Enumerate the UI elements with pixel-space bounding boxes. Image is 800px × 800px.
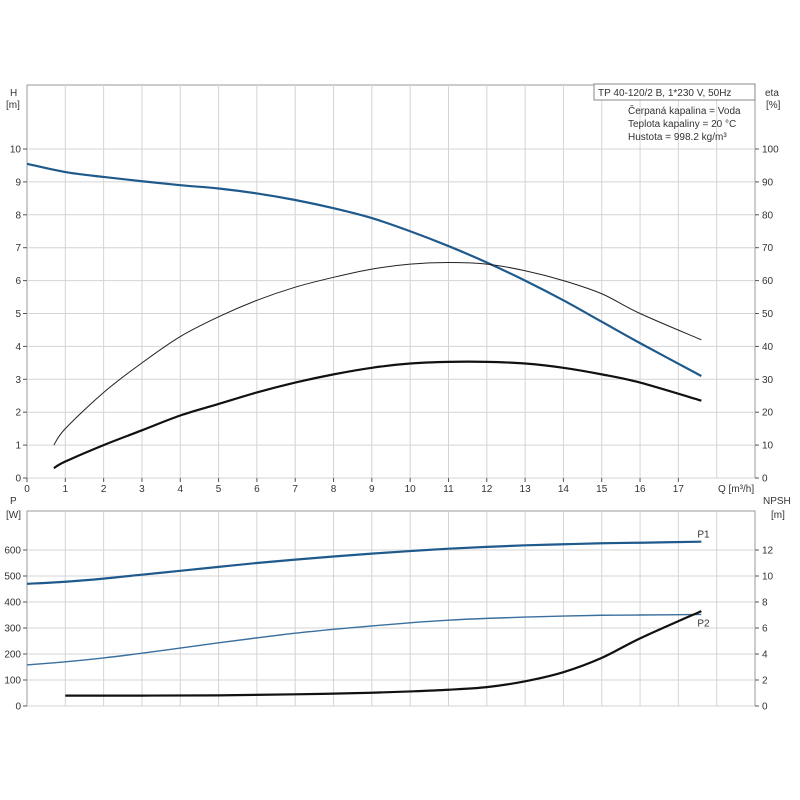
y-left-tick-label: 5 xyxy=(15,309,21,320)
y-left-tick-label: 6 xyxy=(15,276,21,287)
h-axis-label: H xyxy=(10,88,17,99)
y-left-tick-label: 400 xyxy=(4,598,21,609)
x-tick-label: 15 xyxy=(596,484,608,495)
y-right-tick-label: 2 xyxy=(762,676,768,687)
info-box: TP 40-120/2 B, 1*230 V, 50Hz Čerpaná kap… xyxy=(593,83,756,143)
y-left-tick-label: 8 xyxy=(15,210,21,221)
p-axis-unit: [W] xyxy=(6,510,21,521)
x-tick-label: 10 xyxy=(405,484,417,495)
series-p1 xyxy=(26,540,702,585)
x-tick-label: 5 xyxy=(216,484,222,495)
eta-axis-unit: [%] xyxy=(766,100,781,111)
x-tick-label: 8 xyxy=(331,484,337,495)
series-h xyxy=(26,162,702,377)
y-left-tick-label: 2 xyxy=(15,408,21,419)
y-right-tick-label: 0 xyxy=(762,474,768,485)
y-right-tick-label: 100 xyxy=(762,145,779,156)
y-left-tick-label: 100 xyxy=(4,676,21,687)
eta-axis-label: eta xyxy=(765,88,779,99)
y-right-tick-label: 90 xyxy=(762,177,774,188)
power-npsh-chart: 0 100 200 300 400 500 600 0 2 4 6 8 10 12 P1 P2 xyxy=(4,510,774,713)
y-left-tick-label: 3 xyxy=(15,375,21,386)
series-eta-pump xyxy=(53,262,702,446)
y-right-tick-label: 6 xyxy=(762,624,768,635)
y-right-tick-label: 80 xyxy=(762,210,774,221)
x-tick-label: 6 xyxy=(254,484,260,495)
y-left-tick-label: 200 xyxy=(4,650,21,661)
y-right-tick-label: 50 xyxy=(762,309,774,320)
x-tick-label: 2 xyxy=(101,484,107,495)
x-tick-label: 1 xyxy=(63,484,69,495)
x-tick-label: 4 xyxy=(177,484,183,495)
y-right-tick-label: 4 xyxy=(762,650,768,661)
y-left-tick-label: 9 xyxy=(15,177,21,188)
plot-frame xyxy=(26,510,756,707)
y-right-tick-label: 20 xyxy=(762,408,774,419)
annotation-temperature: Teplota kapaliny = 20 °C xyxy=(628,119,736,130)
x-tick-label: 12 xyxy=(481,484,493,495)
x-tick-label: 17 xyxy=(673,484,685,495)
x-tick-label: 9 xyxy=(369,484,375,495)
q-axis-label: Q [m³/h] xyxy=(718,484,754,495)
y-left-tick-label: 0 xyxy=(15,702,21,713)
x-tick-label: 11 xyxy=(443,484,454,495)
npsh-axis-unit: [m] xyxy=(771,510,785,521)
p-axis-label: P xyxy=(10,496,17,507)
x-tick-label: 7 xyxy=(292,484,298,495)
npsh-axis-label: NPSH xyxy=(763,496,791,507)
series-label-p2: P2 xyxy=(697,618,710,629)
series-eta-total xyxy=(53,360,702,470)
y-left-tick-label: 0 xyxy=(15,474,21,485)
x-tick-label: 14 xyxy=(558,484,570,495)
y-left-tick-label: 1 xyxy=(15,441,21,452)
chart-title: TP 40-120/2 B, 1*230 V, 50Hz xyxy=(598,88,731,99)
y-right-tick-label: 30 xyxy=(762,375,774,386)
y-right-tick-label: 12 xyxy=(762,546,774,557)
y-left-tick-label: 10 xyxy=(10,145,22,156)
y-right-tick-label: 10 xyxy=(762,441,774,452)
y-right-tick-label: 8 xyxy=(762,598,768,609)
h-axis-unit: [m] xyxy=(6,100,20,111)
y-right-tick-label: 10 xyxy=(762,572,774,583)
y-right-tick-label: 40 xyxy=(762,342,774,353)
y-right-tick-label: 60 xyxy=(762,276,774,287)
y-left-tick-label: 7 xyxy=(15,243,21,254)
series-label-p1: P1 xyxy=(697,530,710,541)
x-tick-label: 16 xyxy=(634,484,646,495)
x-tick-label: 0 xyxy=(24,484,30,495)
y-right-tick-label: 70 xyxy=(762,243,774,254)
y-left-tick-label: 300 xyxy=(4,624,21,635)
x-tick-label: 3 xyxy=(139,484,145,495)
series-p2 xyxy=(26,613,702,666)
title-box xyxy=(593,83,756,101)
y-right-tick-label: 0 xyxy=(762,702,768,713)
y-left-tick-label: 600 xyxy=(4,546,21,557)
annotation-density: Hustota = 998.2 kg/m³ xyxy=(628,132,727,143)
plot-frame xyxy=(26,84,756,479)
y-left-tick-label: 500 xyxy=(4,572,21,583)
y-left-tick-label: 4 xyxy=(15,342,21,353)
x-tick-label: 13 xyxy=(520,484,532,495)
annotation-fluid: Čerpaná kapalina = Voda xyxy=(628,104,741,117)
series-npsh xyxy=(65,610,702,697)
